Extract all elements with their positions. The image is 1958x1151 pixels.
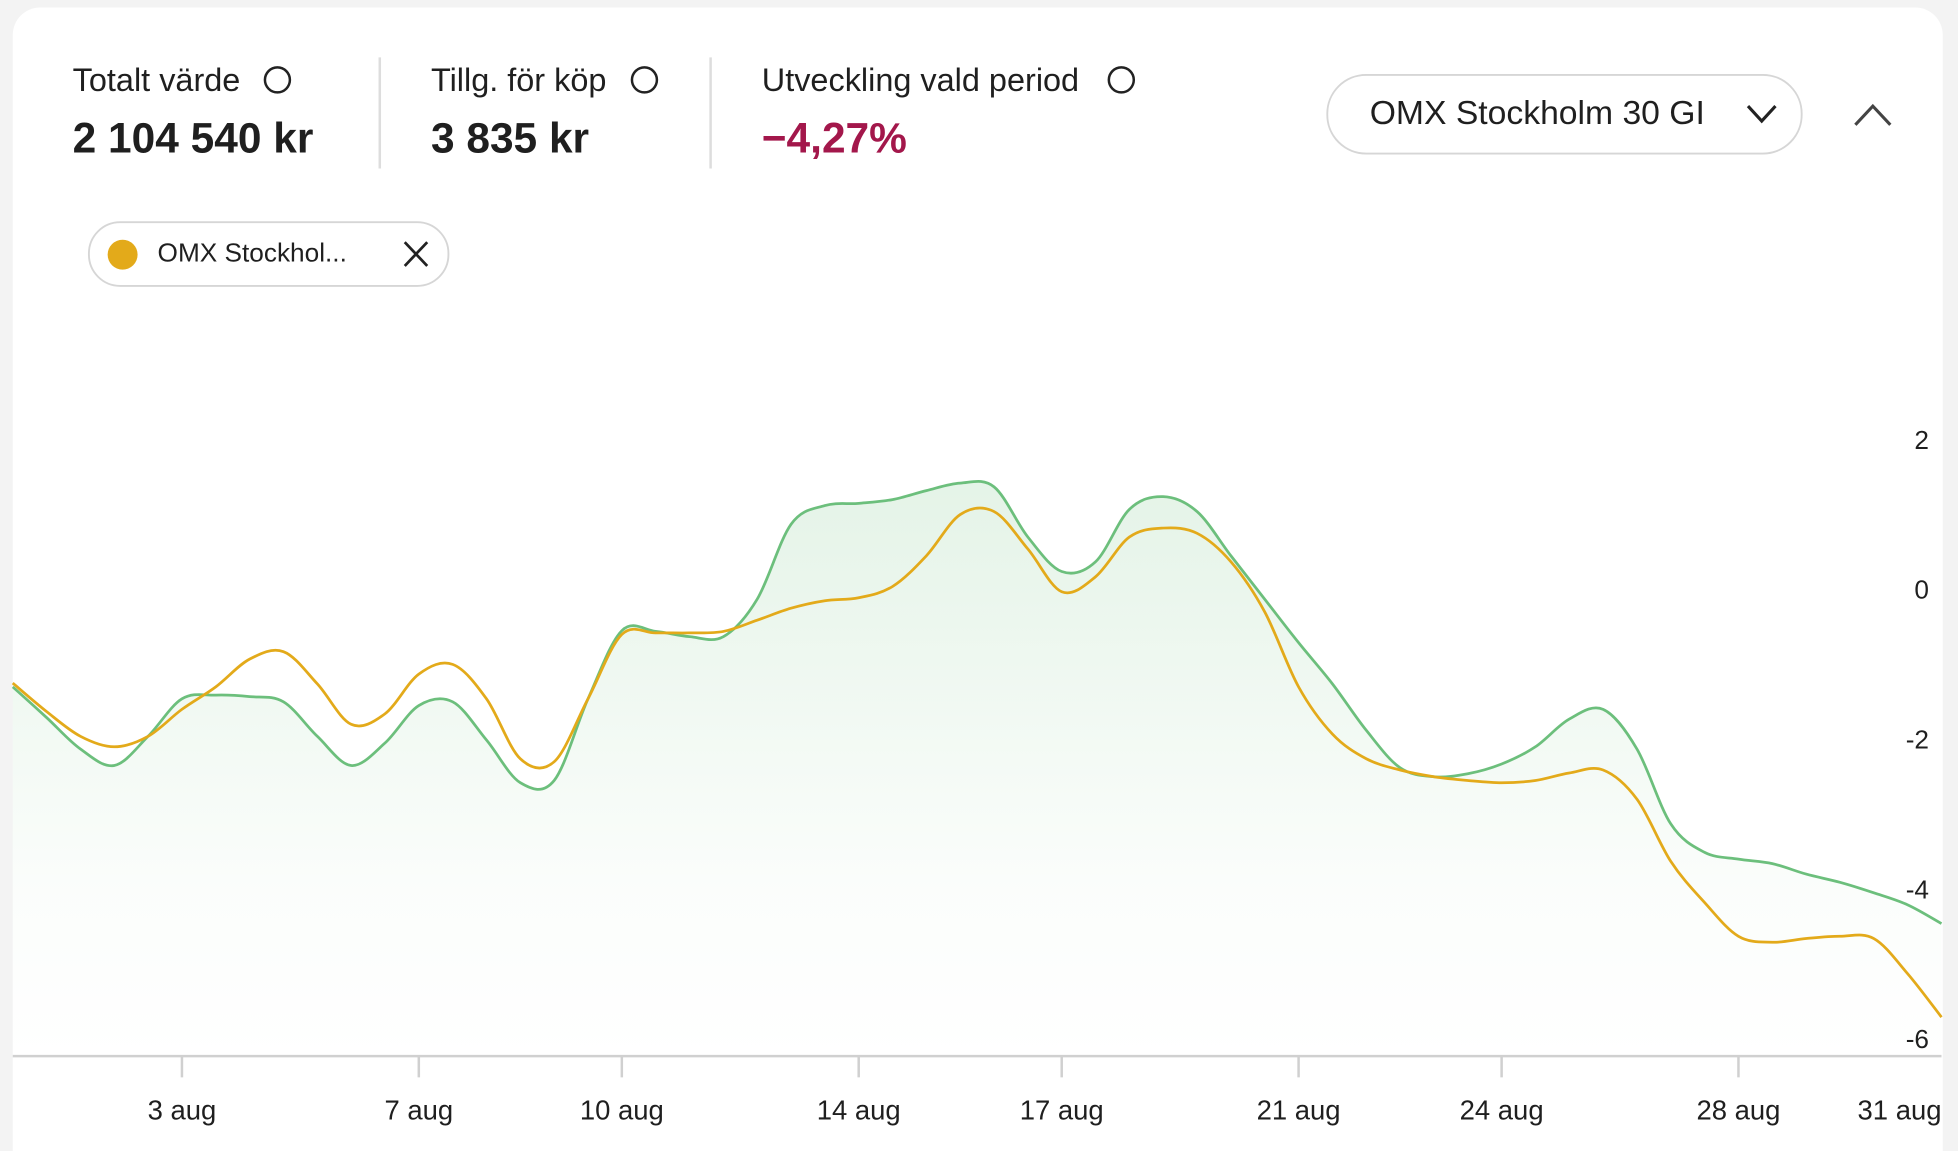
x-tick-label: 21 aug: [1257, 1095, 1341, 1126]
stat-label: Totalt värde: [73, 62, 241, 98]
x-tick-label: 24 aug: [1460, 1095, 1544, 1126]
info-icon[interactable]: [1107, 66, 1136, 94]
y-tick-label: -2: [1906, 724, 1929, 754]
stat-label: Utveckling vald period: [762, 62, 1079, 98]
y-tick-label: -4: [1906, 874, 1929, 904]
chip-close[interactable]: [403, 241, 429, 267]
x-tick-label: 3 aug: [148, 1095, 217, 1126]
line: [11, 506, 1943, 1019]
stat-value: 2 104 540 kr: [73, 114, 314, 161]
x-tick-label: 7 aug: [384, 1095, 453, 1126]
area: [12, 481, 1942, 1057]
dropdown-label: OMX Stockholm 30 GI: [1370, 94, 1705, 132]
chevron-down: [1746, 105, 1777, 124]
y-tick-label: 2: [1914, 425, 1929, 455]
x-tick-label: 14 aug: [817, 1095, 901, 1126]
collapse-button[interactable]: [1854, 103, 1892, 126]
stat-label: Tillg. för köp: [431, 62, 606, 98]
info-icon[interactable]: [630, 66, 659, 94]
stat-value: −4,27%: [762, 114, 907, 161]
chip[interactable]: [87, 221, 450, 287]
info-icon[interactable]: [263, 66, 292, 94]
line: [11, 480, 1943, 925]
x-tick-label: 28 aug: [1696, 1095, 1780, 1126]
x-tick-label: 31 aug: [1858, 1095, 1942, 1126]
y-tick-label: 0: [1914, 575, 1929, 605]
chip-label: OMX Stockhol...: [158, 238, 347, 268]
x-tick-label: 10 aug: [580, 1095, 664, 1126]
dropdown[interactable]: [1326, 73, 1803, 155]
chip-dot: [107, 239, 138, 270]
stat-value: 3 835 kr: [431, 114, 589, 161]
x-tick-label: 17 aug: [1020, 1095, 1104, 1126]
